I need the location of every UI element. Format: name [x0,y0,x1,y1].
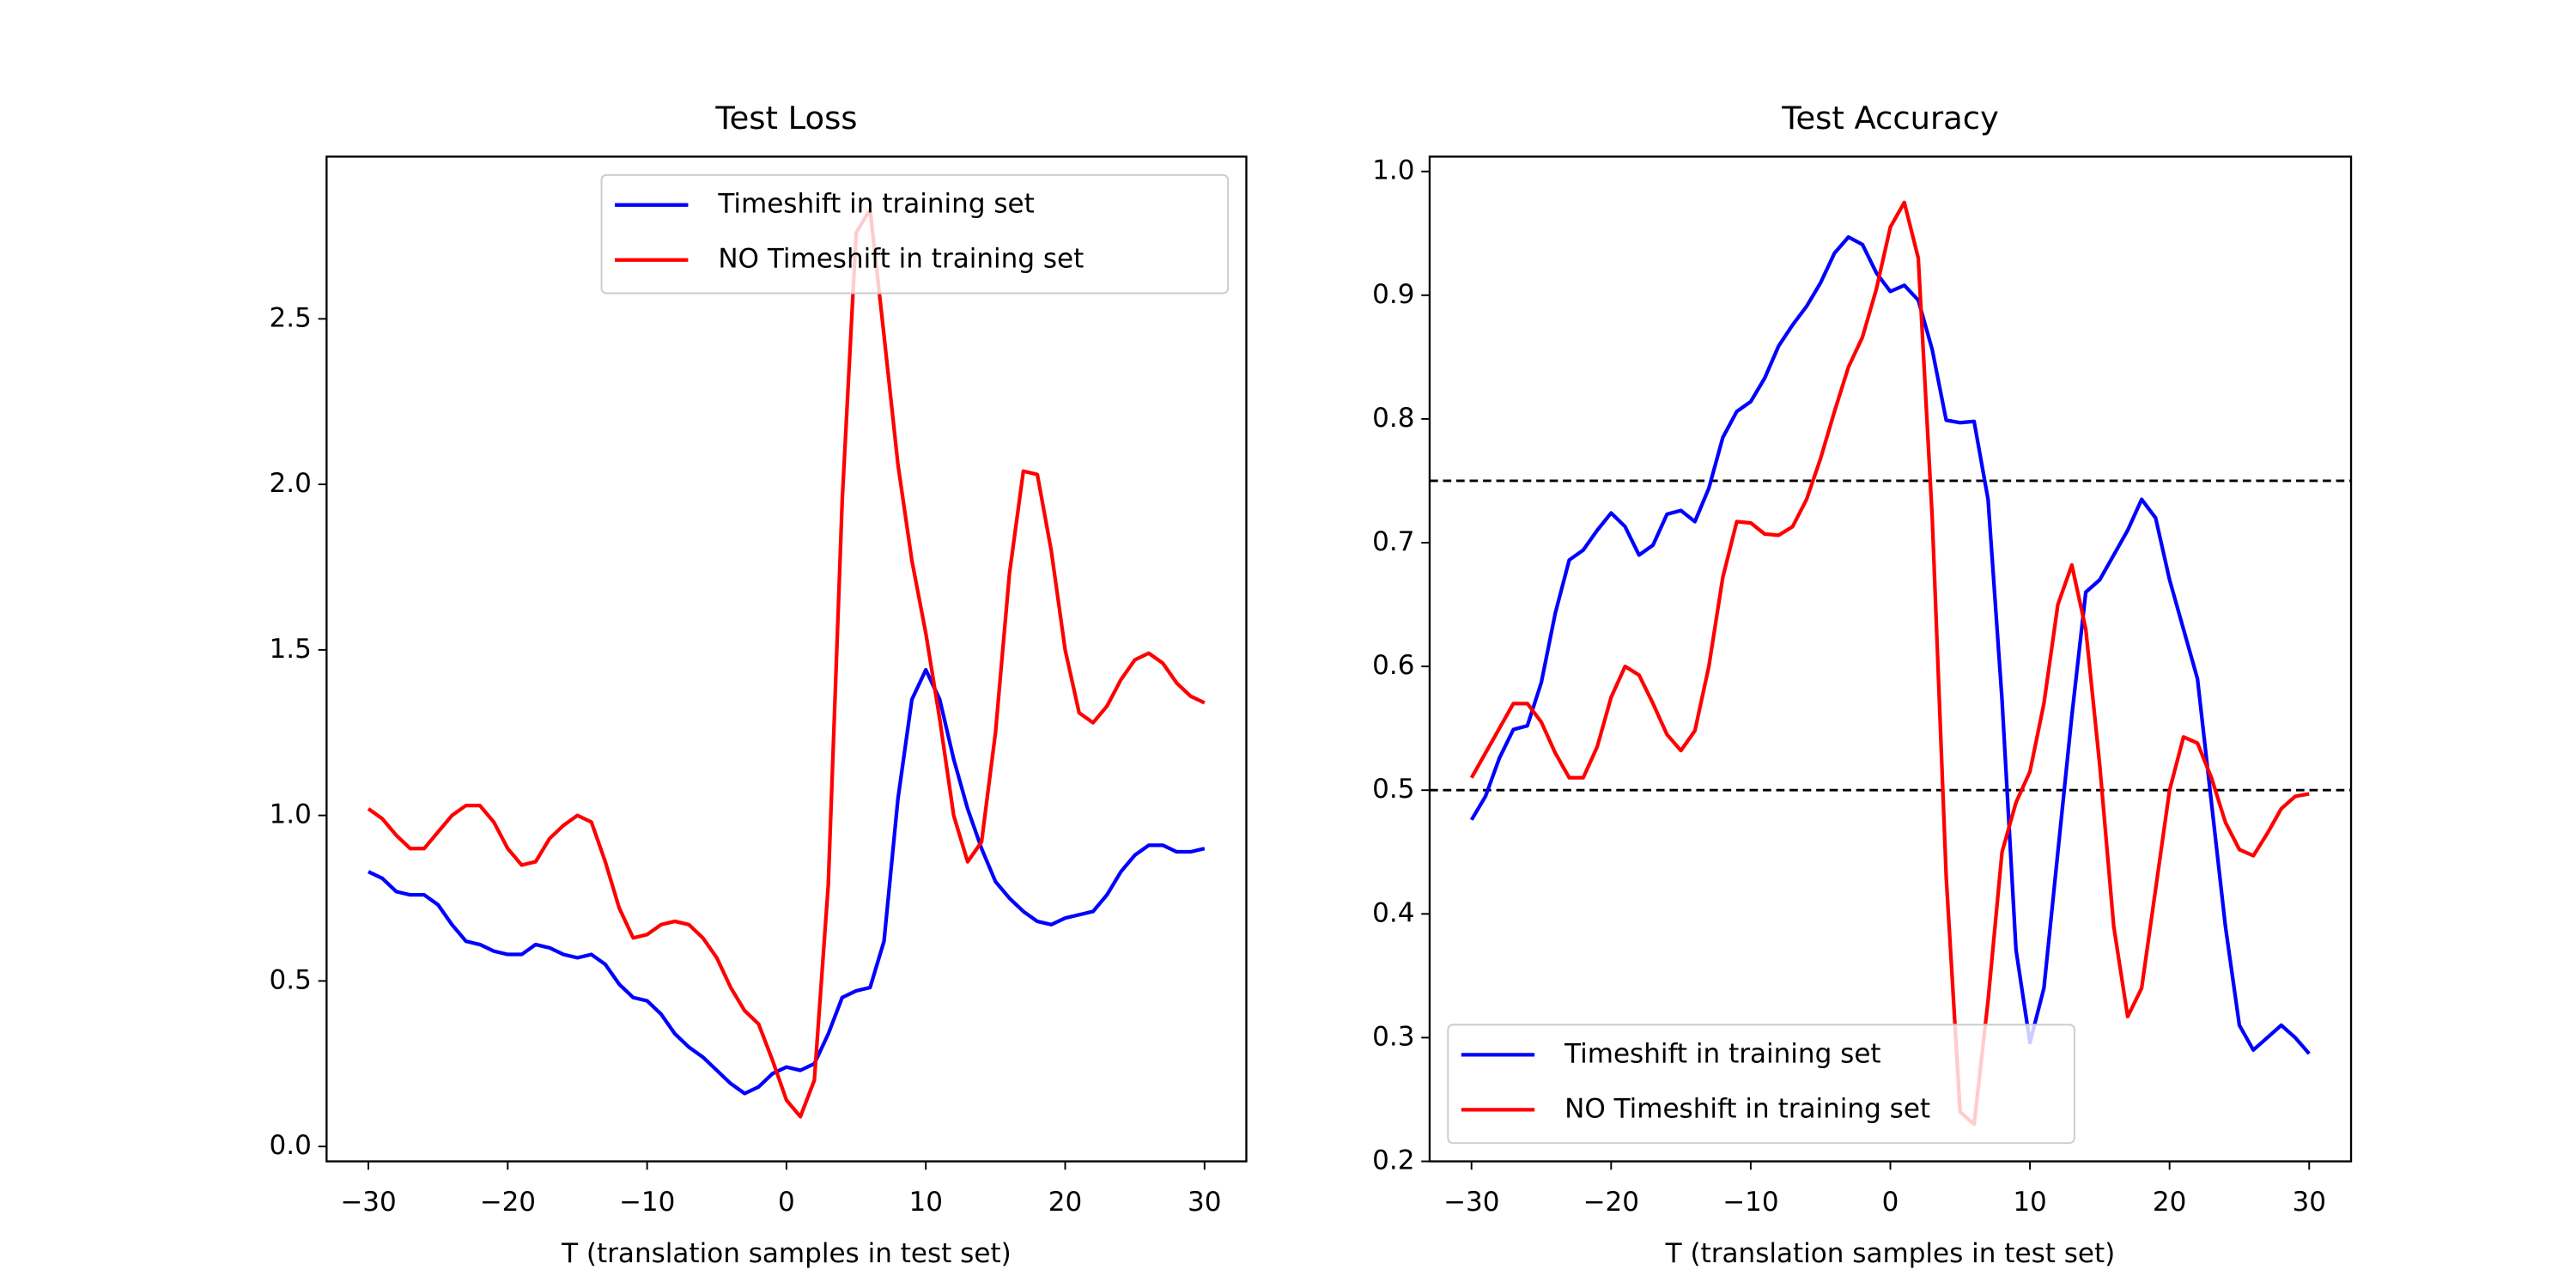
x-tick-label: 0 [778,1187,795,1218]
series-line [1469,200,2310,1127]
x-tick-label: −10 [619,1187,676,1218]
y-tick-label: 0.5 [270,964,312,995]
x-tick-label: 10 [908,1187,943,1218]
y-tick-label: 0.9 [1372,279,1414,310]
legend-label: NO Timeshift in training set [1564,1093,1930,1124]
x-tick-label: −30 [340,1187,397,1218]
x-tick-label: 10 [2013,1187,2047,1218]
y-tick-label: 1.0 [1372,155,1414,186]
x-tick-label: 20 [2153,1187,2187,1218]
legend-label: Timeshift in training set [1564,1038,1880,1069]
y-tick-label: 0.8 [1372,403,1414,434]
x-tick-label: −30 [1443,1187,1500,1218]
y-tick-label: 0.0 [270,1130,312,1161]
axes-frame [325,155,1248,1163]
y-tick-label: 0.6 [1372,650,1414,681]
y-tick-label: 2.5 [270,302,312,333]
chart-title: Test Loss [714,100,857,137]
legend-box [1447,1024,2075,1145]
y-tick-label: 0.4 [1372,897,1414,928]
x-axis-label: T (translation samples in test set) [1665,1238,2116,1269]
series-line [368,667,1206,1096]
y-tick-label: 1.5 [270,634,312,665]
x-axis-label: T (translation samples in test set) [561,1238,1012,1269]
y-tick-label: 0.3 [1372,1021,1414,1052]
y-tick-label: 0.5 [1372,774,1414,805]
legend-label: NO Timeshift in training set [718,244,1084,275]
chart-title: Test Accuracy [1781,100,1999,137]
x-tick-label: −20 [1583,1187,1640,1218]
x-tick-label: 0 [1882,1187,1899,1218]
x-tick-label: 30 [2293,1187,2327,1218]
series-line [367,207,1206,1119]
y-tick-label: 0.7 [1372,526,1414,557]
axes-frame [1428,155,2353,1163]
x-tick-label: 20 [1048,1187,1082,1218]
x-tick-label: −10 [1722,1187,1778,1218]
legend-label: Timeshift in training set [717,189,1034,220]
y-tick-label: 2.0 [270,468,312,499]
x-tick-label: 30 [1188,1187,1221,1218]
y-tick-label: 1.0 [270,799,312,830]
legend-box [600,173,1230,295]
y-tick-label: 0.2 [1372,1145,1414,1176]
x-tick-label: −20 [480,1187,537,1218]
series-line [1469,234,2311,1055]
